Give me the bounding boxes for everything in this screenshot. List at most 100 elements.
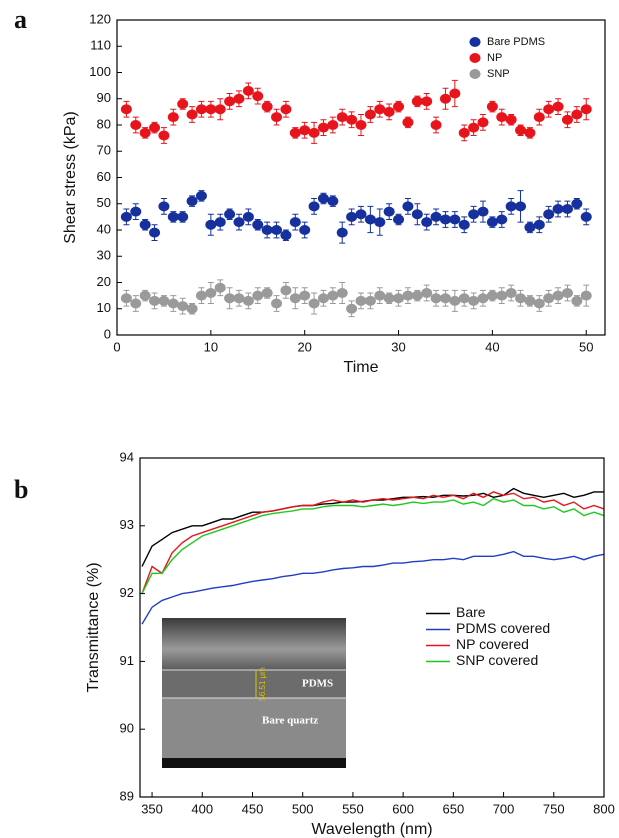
point bbox=[242, 295, 254, 306]
point bbox=[308, 201, 320, 212]
x-tick-label: 650 bbox=[442, 801, 464, 816]
point bbox=[393, 293, 405, 304]
y-tick-label: 30 bbox=[97, 248, 111, 263]
legend-label: SNP bbox=[487, 68, 510, 80]
point bbox=[167, 112, 179, 123]
point bbox=[449, 88, 461, 99]
point bbox=[139, 127, 151, 138]
point bbox=[411, 290, 423, 301]
point bbox=[449, 295, 461, 306]
point bbox=[214, 282, 226, 293]
x-tick-label: 10 bbox=[204, 339, 218, 354]
inset-region bbox=[162, 618, 346, 670]
point bbox=[205, 288, 217, 298]
legend-label: Bare bbox=[456, 604, 486, 620]
x-tick-label: 40 bbox=[485, 339, 499, 354]
point bbox=[580, 211, 592, 222]
panel-label: b bbox=[14, 475, 28, 504]
point bbox=[167, 298, 179, 309]
point bbox=[515, 125, 527, 136]
y-axis-title: Shear stress (kPa) bbox=[62, 111, 79, 243]
y-tick-label: 50 bbox=[97, 195, 111, 210]
point bbox=[224, 96, 236, 107]
point bbox=[261, 288, 273, 298]
point bbox=[561, 204, 573, 214]
point bbox=[317, 193, 329, 204]
point bbox=[308, 298, 320, 309]
point bbox=[477, 206, 489, 217]
point bbox=[130, 206, 142, 217]
point bbox=[571, 198, 583, 209]
y-tick-label: 120 bbox=[89, 11, 111, 26]
point bbox=[515, 201, 527, 212]
point bbox=[252, 219, 264, 230]
x-tick-label: 750 bbox=[543, 801, 565, 816]
point bbox=[496, 290, 508, 301]
point bbox=[346, 114, 358, 125]
point bbox=[233, 293, 245, 304]
x-tick-label: 700 bbox=[493, 801, 515, 816]
point bbox=[233, 93, 245, 104]
point bbox=[130, 298, 142, 309]
point bbox=[505, 114, 517, 125]
panel-label: a bbox=[14, 5, 27, 34]
point bbox=[552, 101, 564, 112]
point bbox=[430, 120, 442, 130]
point bbox=[421, 288, 433, 298]
inset-label: 56.51 μm bbox=[258, 667, 267, 701]
point bbox=[242, 85, 254, 96]
series-line bbox=[141, 497, 605, 594]
point bbox=[336, 288, 348, 298]
x-tick-label: 500 bbox=[292, 801, 314, 816]
point bbox=[383, 106, 395, 117]
y-tick-label: 92 bbox=[120, 585, 134, 600]
point bbox=[364, 295, 376, 306]
series-line bbox=[141, 550, 605, 625]
point bbox=[505, 201, 517, 212]
point bbox=[149, 295, 161, 306]
x-tick-label: 350 bbox=[141, 801, 163, 816]
point bbox=[214, 104, 226, 115]
point bbox=[561, 288, 573, 298]
point bbox=[317, 293, 329, 304]
point bbox=[468, 209, 480, 220]
point bbox=[271, 112, 283, 123]
point bbox=[515, 293, 527, 304]
legend-label: NP covered bbox=[456, 636, 529, 652]
point bbox=[393, 214, 405, 225]
point bbox=[186, 303, 198, 314]
x-tick-label: 50 bbox=[579, 339, 593, 354]
inset-region bbox=[162, 670, 346, 698]
x-tick-label: 800 bbox=[593, 801, 615, 816]
point bbox=[571, 295, 583, 306]
point bbox=[533, 298, 545, 309]
point bbox=[468, 295, 480, 306]
point bbox=[383, 293, 395, 304]
point bbox=[158, 130, 170, 141]
point bbox=[430, 211, 442, 222]
point bbox=[299, 290, 311, 301]
point bbox=[233, 217, 245, 228]
y-tick-label: 90 bbox=[97, 90, 111, 105]
point bbox=[411, 96, 423, 107]
point bbox=[393, 101, 405, 112]
point bbox=[477, 117, 489, 128]
point bbox=[355, 295, 367, 306]
point bbox=[186, 196, 198, 207]
point bbox=[374, 104, 386, 115]
x-tick-label: 600 bbox=[392, 801, 414, 816]
point bbox=[439, 93, 451, 104]
sem-inset: PDMS Bare quartz 56.51 μm bbox=[162, 618, 346, 768]
point bbox=[533, 219, 545, 230]
y-tick-label: 90 bbox=[120, 721, 134, 736]
legend-label: NP bbox=[487, 52, 502, 64]
point bbox=[299, 225, 311, 235]
point bbox=[195, 190, 207, 201]
point bbox=[505, 288, 517, 298]
inset-footer bbox=[162, 758, 346, 768]
point bbox=[167, 211, 179, 222]
point bbox=[496, 214, 508, 225]
point bbox=[336, 227, 348, 238]
point bbox=[543, 293, 555, 304]
point bbox=[355, 120, 367, 130]
